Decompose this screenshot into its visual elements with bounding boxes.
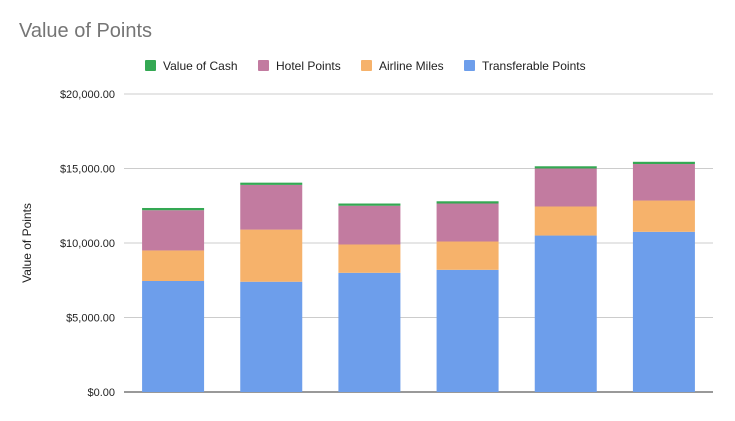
legend-swatch (145, 60, 156, 71)
gridlines (124, 93, 713, 393)
y-tick-label: $0.00 (87, 387, 115, 399)
bars (142, 161, 695, 392)
bar-segment-value-of-cash (534, 166, 597, 169)
legend-swatch (361, 60, 372, 71)
bar-segment-transferable-points (142, 280, 205, 392)
bar-segment-hotel-points (240, 184, 303, 230)
bar-segment-value-of-cash (338, 203, 401, 206)
bar-segment-value-of-cash (240, 182, 303, 185)
bar-segment-transferable-points (436, 269, 499, 392)
bar-segment-airline-miles (240, 229, 303, 282)
legend-label: Transferable Points (482, 59, 586, 73)
bar-segment-hotel-points (534, 168, 597, 207)
chart-title: Value of Points (19, 20, 153, 42)
bar-segment-airline-miles (338, 244, 401, 273)
bar-segment-airline-miles (632, 200, 695, 232)
bar-segment-hotel-points (436, 203, 499, 242)
bar-segment-transferable-points (240, 281, 303, 392)
bar-segment-value-of-cash (632, 161, 695, 165)
bar-segment-hotel-points (142, 210, 205, 251)
legend-swatch (464, 60, 475, 71)
bar-segment-transferable-points (632, 231, 695, 392)
legend: Value of Cash Hotel Points Airline Miles Tr… (145, 59, 586, 73)
legend-swatch (258, 60, 269, 71)
y-tick-label: $10,000.00 (60, 238, 115, 250)
bar-segment-transferable-points (338, 272, 401, 392)
bar-segment-value-of-cash (436, 201, 499, 204)
y-tick-label: $5,000.00 (66, 313, 115, 325)
y-axis: $0.00 $5,000.00 $10,000.00 $15,000.00 $20,00… (60, 89, 115, 399)
bar-segment-airline-miles (436, 241, 499, 270)
y-tick-label: $20,000.00 (60, 89, 115, 101)
bar-segment-value-of-cash (142, 207, 205, 211)
legend-label: Hotel Points (276, 59, 341, 73)
bar-segment-airline-miles (534, 206, 597, 236)
bar-segment-hotel-points (338, 205, 401, 245)
legend-label: Value of Cash (163, 59, 238, 73)
bar-segment-transferable-points (534, 235, 597, 392)
bar-segment-hotel-points (632, 164, 695, 201)
legend-label: Airline Miles (379, 59, 444, 73)
y-axis-title: Value of Points (20, 203, 34, 283)
bar-segment-airline-miles (142, 250, 205, 281)
y-tick-label: $15,000.00 (60, 164, 115, 176)
